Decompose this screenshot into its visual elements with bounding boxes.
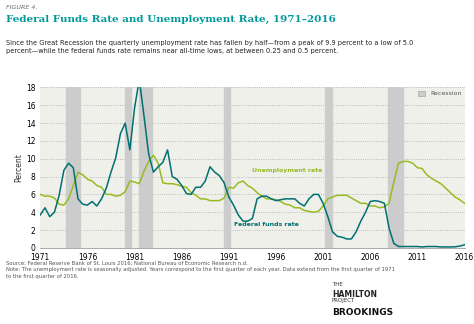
Text: PROJECT: PROJECT xyxy=(332,298,355,303)
Bar xyxy=(139,87,153,248)
Text: Since the Great Recession the quarterly unemployment rate has fallen by half—fro: Since the Great Recession the quarterly … xyxy=(6,40,413,53)
Text: Federal funds rate: Federal funds rate xyxy=(234,222,299,226)
Bar xyxy=(388,87,403,248)
Bar xyxy=(66,87,81,248)
Text: BROOKINGS: BROOKINGS xyxy=(332,308,393,318)
Bar xyxy=(125,87,131,248)
Text: Unemployment rate: Unemployment rate xyxy=(252,168,323,173)
Text: HAMILTON: HAMILTON xyxy=(332,290,377,299)
Text: THE: THE xyxy=(332,282,343,287)
Text: Federal Funds Rate and Unemployment Rate, 1971–2016: Federal Funds Rate and Unemployment Rate… xyxy=(6,15,336,24)
Text: FIGURE 4.: FIGURE 4. xyxy=(6,5,37,10)
Y-axis label: Percent: Percent xyxy=(14,153,23,182)
Text: Source: Federal Reserve Bank of St. Louis 2016; National Bureau of Economic Rese: Source: Federal Reserve Bank of St. Loui… xyxy=(6,261,395,279)
Bar xyxy=(224,87,230,248)
Bar xyxy=(326,87,332,248)
Legend: Recession: Recession xyxy=(418,91,461,96)
